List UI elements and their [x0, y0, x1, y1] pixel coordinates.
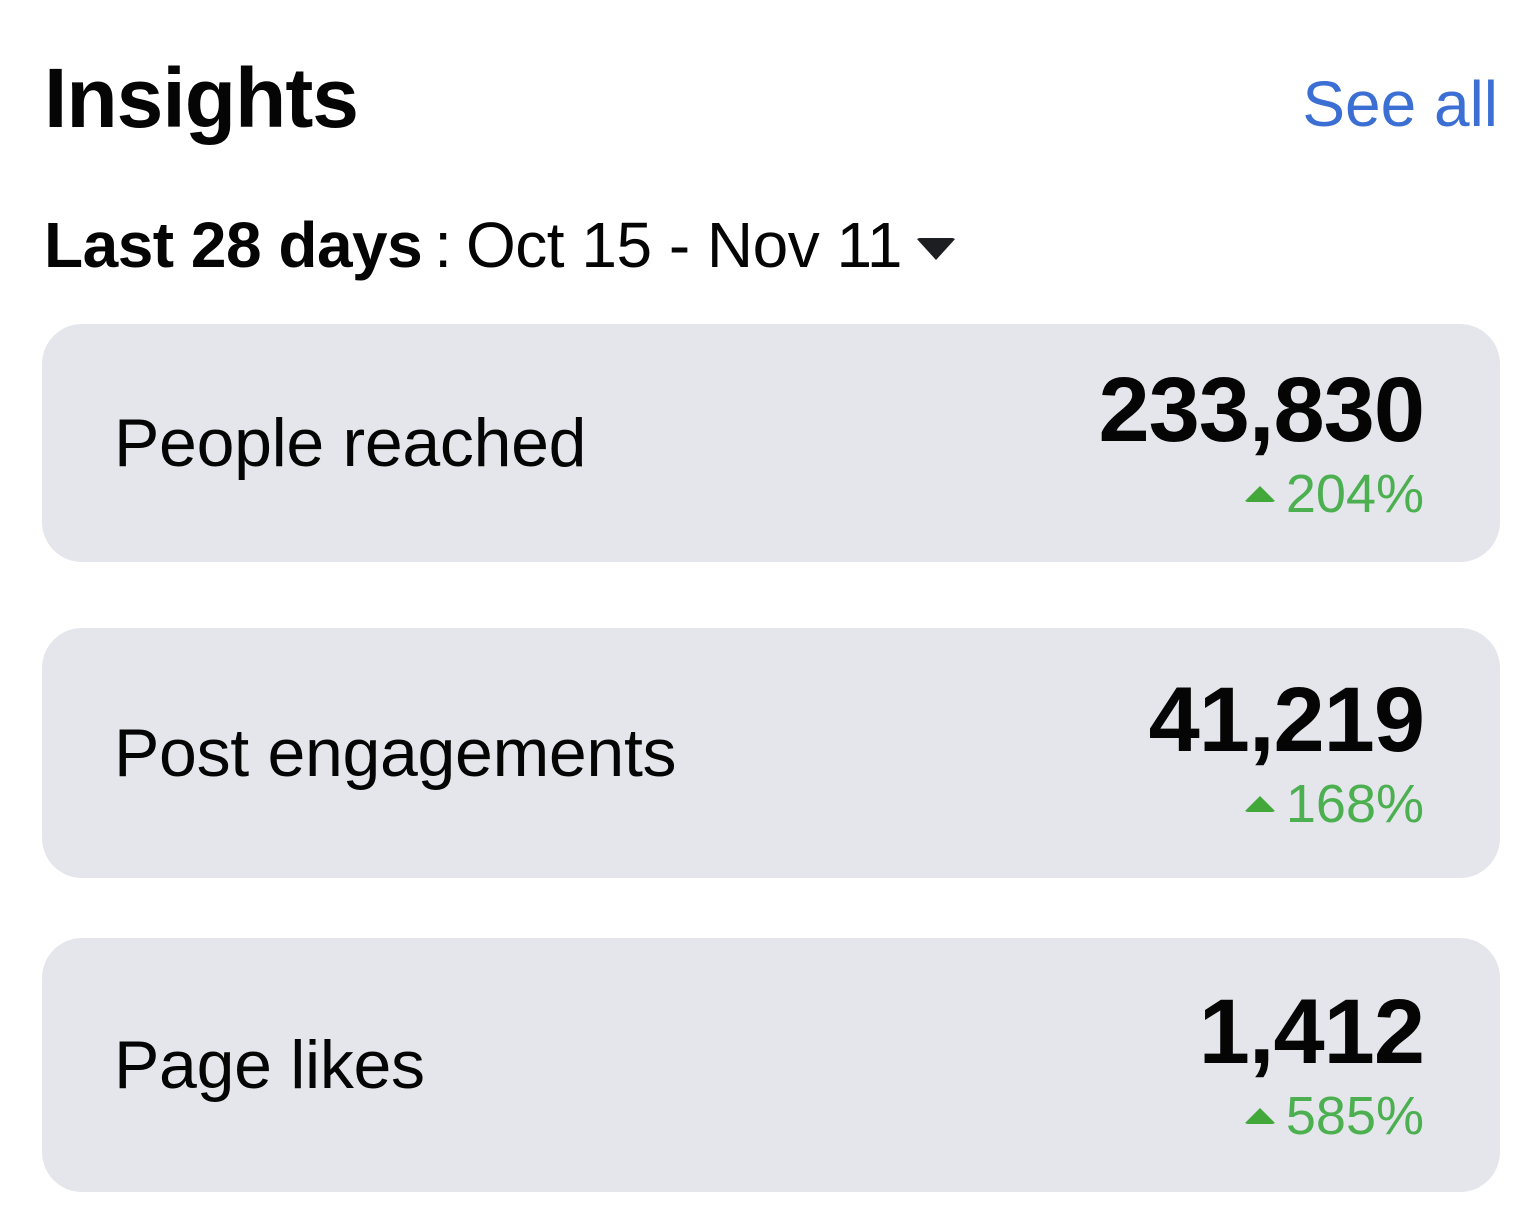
metric-card-people-reached[interactable]: People reached 233,830 204% — [42, 324, 1500, 562]
metric-change-percent: 168% — [1285, 774, 1424, 834]
metric-label: Page likes — [114, 1027, 425, 1103]
metric-values: 1,412 585% — [1198, 981, 1425, 1146]
date-range-dates: Oct 15 - Nov 11 — [466, 209, 902, 281]
date-range-selector[interactable]: Last 28 days : Oct 15 - Nov 11 — [44, 200, 956, 290]
triangle-up-icon — [1243, 486, 1276, 502]
triangle-up-icon — [1243, 1108, 1276, 1124]
insights-header: Insights See all — [44, 50, 1498, 150]
metric-change: 168% — [1243, 774, 1424, 834]
date-range-separator: : — [434, 209, 452, 281]
see-all-link[interactable]: See all — [1302, 68, 1498, 140]
metric-change: 204% — [1243, 464, 1424, 524]
metric-card-page-likes[interactable]: Page likes 1,412 585% — [42, 938, 1500, 1192]
metric-values: 233,830 204% — [1098, 359, 1425, 524]
metric-values: 41,219 168% — [1148, 669, 1425, 834]
metric-card-post-engagements[interactable]: Post engagements 41,219 168% — [42, 628, 1500, 878]
page-title: Insights — [44, 51, 359, 145]
triangle-up-icon — [1243, 796, 1276, 812]
metric-label: Post engagements — [114, 715, 677, 791]
metric-value: 1,412 — [1198, 981, 1425, 1083]
metric-change: 585% — [1243, 1086, 1424, 1146]
caret-down-icon[interactable] — [915, 238, 956, 260]
metric-change-percent: 585% — [1285, 1086, 1424, 1146]
date-range-label: Last 28 days — [44, 209, 423, 281]
metric-value: 233,830 — [1098, 359, 1425, 461]
metric-label: People reached — [114, 405, 587, 481]
metric-change-percent: 204% — [1285, 464, 1424, 524]
metric-value: 41,219 — [1148, 669, 1425, 771]
